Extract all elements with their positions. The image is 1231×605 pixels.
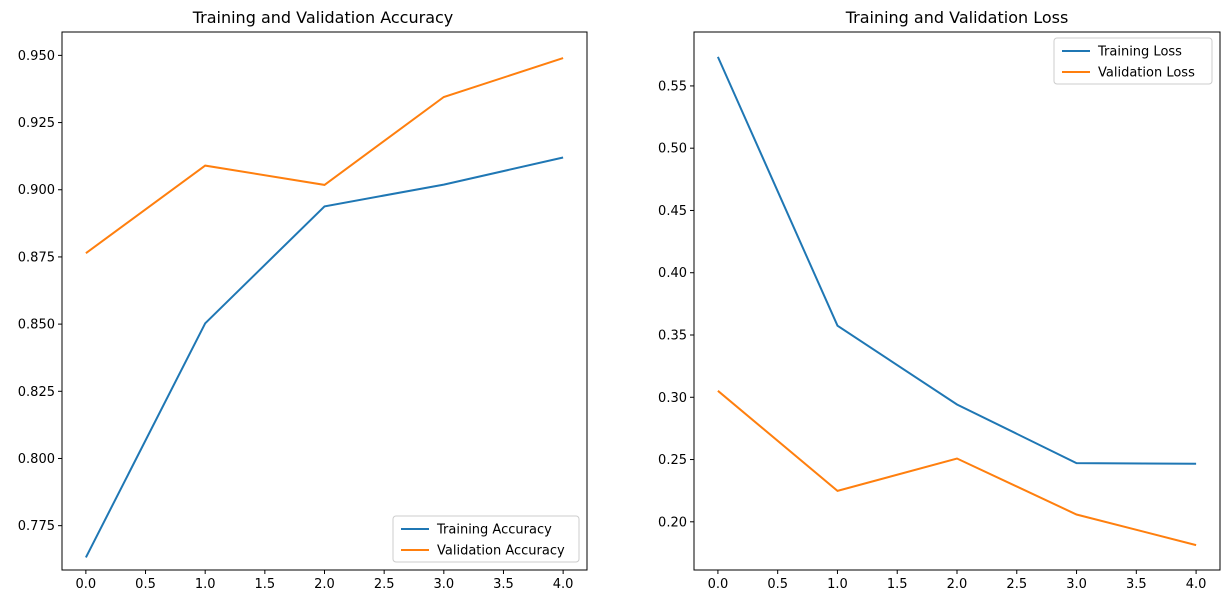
y-tick-label: 0.40 xyxy=(658,266,687,281)
x-tick-label: 4.0 xyxy=(553,577,574,592)
x-tick-label: 3.0 xyxy=(433,577,454,592)
x-tick-label: 0.5 xyxy=(135,577,156,592)
y-tick-label: 0.25 xyxy=(658,453,687,468)
series-line-validation-accuracy xyxy=(85,57,564,255)
y-tick-label: 0.30 xyxy=(658,391,687,406)
x-tick-label: 3.5 xyxy=(1126,577,1147,592)
legend-label: Validation Loss xyxy=(1098,66,1195,81)
accuracy-chart: Training and Validation Accuracy 0.0 0.5 1… xyxy=(18,8,588,592)
plot-area xyxy=(693,31,1221,571)
y-tick-label: 0.45 xyxy=(658,204,687,219)
legend-label: Training Accuracy xyxy=(436,523,552,538)
x-tick-label: 2.5 xyxy=(374,577,395,592)
legend-box xyxy=(392,515,580,563)
y-tick-label: 0.950 xyxy=(18,49,55,64)
x-tick-label: 2.0 xyxy=(947,577,968,592)
legend-label: Validation Accuracy xyxy=(437,544,565,559)
chart-title: Training and Validation Accuracy xyxy=(192,8,454,27)
y-tick-label: 0.800 xyxy=(18,452,55,467)
x-tick-label: 1.0 xyxy=(827,577,848,592)
y-tick-label: 0.20 xyxy=(658,515,687,530)
y-tick-label: 0.50 xyxy=(658,142,687,157)
legend: Training Accuracy Validation Accuracy xyxy=(392,515,580,563)
x-tick-label: 0.0 xyxy=(76,577,97,592)
x-tick-label: 1.0 xyxy=(195,577,216,592)
legend-label: Training Loss xyxy=(1097,45,1182,60)
legend: Training Loss Validation Loss xyxy=(1053,37,1213,85)
plot-area xyxy=(61,31,588,571)
y-tick-label: 0.925 xyxy=(18,116,55,131)
x-tick-label: 1.5 xyxy=(887,577,908,592)
x-tick-label: 3.0 xyxy=(1066,577,1087,592)
y-tick-label: 0.35 xyxy=(658,328,687,343)
x-tick-label: 2.5 xyxy=(1006,577,1027,592)
legend-box xyxy=(1053,37,1213,85)
series-line-training-loss xyxy=(716,56,1197,465)
x-tick-label: 2.0 xyxy=(314,577,335,592)
y-tick-label: 0.900 xyxy=(18,183,55,198)
x-tick-label: 4.0 xyxy=(1186,577,1207,592)
x-tick-label: 0.5 xyxy=(767,577,788,592)
loss-chart: Training and Validation Loss 0.0 0.5 1.0 1.… xyxy=(658,8,1221,592)
x-tick-label: 0.0 xyxy=(708,577,729,592)
y-tick-label: 0.825 xyxy=(18,385,55,400)
series-line-training-accuracy xyxy=(85,156,564,558)
y-tick-label: 0.875 xyxy=(18,250,55,265)
series-line-validation-loss xyxy=(717,390,1197,547)
x-tick-label: 1.5 xyxy=(254,577,275,592)
y-tick-label: 0.850 xyxy=(18,318,55,333)
y-tick-label: 0.55 xyxy=(658,79,687,94)
x-tick-label: 3.5 xyxy=(493,577,514,592)
chart-title: Training and Validation Loss xyxy=(845,8,1069,27)
y-tick-label: 0.775 xyxy=(18,519,55,534)
